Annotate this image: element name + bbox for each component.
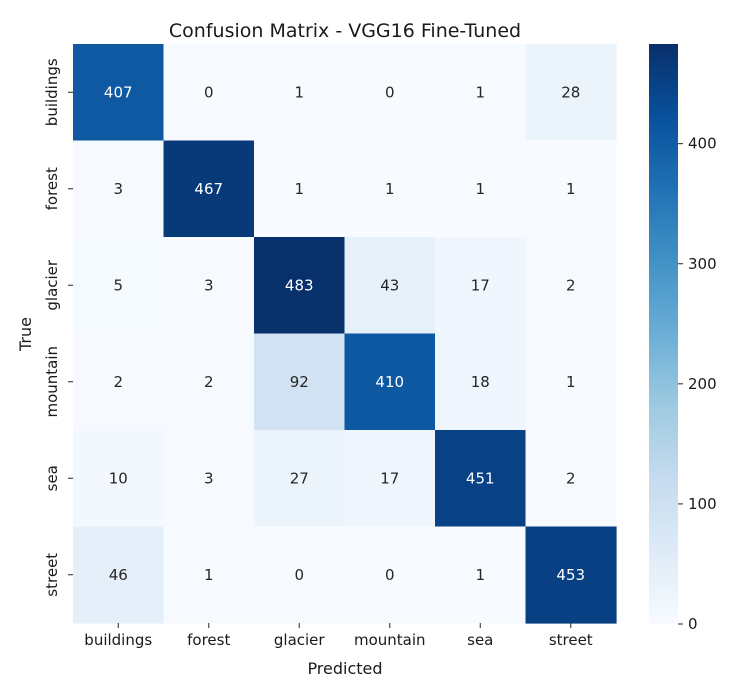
cell-glacier-mountain: [344, 237, 436, 335]
colorbar-gradient: [649, 44, 678, 624]
cell-mountain-forest: [163, 333, 255, 431]
colorbar-tick-400: 400: [688, 135, 717, 153]
cell-value-sea-street: 2: [566, 469, 576, 487]
cell-value-street-street: 453: [556, 566, 585, 584]
cell-sea-forest: [163, 430, 255, 528]
cell-sea-street: [525, 430, 617, 528]
cell-value-sea-glacier: 27: [290, 469, 309, 487]
cell-value-street-sea: 1: [475, 566, 485, 584]
cell-buildings-mountain: [344, 44, 436, 142]
cell-value-glacier-buildings: 5: [113, 276, 123, 294]
cell-mountain-street: [525, 333, 617, 431]
y-axis-ticks: buildings forest glacier mountain sea street: [43, 58, 73, 597]
cell-street-sea: [435, 526, 527, 624]
cell-glacier-forest: [163, 237, 255, 335]
chart-title: Confusion Matrix - VGG16 Fine-Tuned: [169, 20, 521, 42]
cell-value-buildings-glacier: 1: [294, 83, 304, 101]
cell-glacier-buildings: [73, 237, 165, 335]
cell-value-glacier-sea: 17: [471, 276, 490, 294]
x-tick-glacier: glacier: [274, 631, 326, 649]
y-tick-glacier: glacier: [43, 259, 61, 311]
cell-street-mountain: [344, 526, 436, 624]
cell-value-glacier-glacier: 483: [285, 276, 314, 294]
cell-street-street: [525, 526, 617, 624]
colorbar-tick-100: 100: [688, 495, 717, 513]
cell-value-forest-sea: 1: [475, 180, 485, 198]
cell-sea-mountain: [344, 430, 436, 528]
cell-street-forest: [163, 526, 255, 624]
cell-forest-sea: [435, 140, 527, 238]
cell-value-buildings-sea: 1: [475, 83, 485, 101]
x-tick-buildings: buildings: [84, 631, 152, 649]
cell-sea-buildings: [73, 430, 165, 528]
x-axis-ticks: buildings forest glacier mountain sea street: [84, 623, 593, 649]
colorbar-tick-0: 0: [688, 615, 698, 633]
cell-value-buildings-buildings: 407: [104, 83, 133, 101]
y-tick-street: street: [43, 553, 61, 597]
cell-forest-mountain: [344, 140, 436, 238]
cell-value-street-forest: 1: [204, 566, 214, 584]
cell-forest-glacier: [254, 140, 346, 238]
cell-sea-glacier: [254, 430, 346, 528]
cell-buildings-glacier: [254, 44, 346, 142]
cell-street-glacier: [254, 526, 346, 624]
cell-value-mountain-forest: 2: [204, 373, 214, 391]
colorbar: 0 100 200 300 400: [649, 44, 717, 633]
x-axis-label: Predicted: [307, 659, 382, 678]
cell-value-mountain-sea: 18: [471, 373, 490, 391]
cell-buildings-street: [525, 44, 617, 142]
cell-value-mountain-buildings: 2: [113, 373, 123, 391]
colorbar-ticks: 0 100 200 300 400: [678, 135, 717, 633]
y-tick-sea: sea: [43, 465, 61, 491]
cell-value-street-glacier: 0: [294, 566, 304, 584]
x-tick-mountain: mountain: [354, 631, 426, 649]
cell-value-mountain-glacier: 92: [290, 373, 309, 391]
cell-value-buildings-street: 28: [561, 83, 580, 101]
cell-value-glacier-mountain: 43: [380, 276, 399, 294]
cell-buildings-forest: [163, 44, 255, 142]
cell-glacier-sea: [435, 237, 527, 335]
cell-forest-street: [525, 140, 617, 238]
cell-value-forest-forest: 467: [194, 180, 223, 198]
cell-glacier-street: [525, 237, 617, 335]
cell-buildings-sea: [435, 44, 527, 142]
cell-mountain-sea: [435, 333, 527, 431]
y-axis-label: True: [16, 317, 35, 352]
cell-value-buildings-mountain: 0: [385, 83, 395, 101]
cell-value-sea-mountain: 17: [380, 469, 399, 487]
cell-value-sea-forest: 3: [204, 469, 214, 487]
y-tick-mountain: mountain: [43, 346, 61, 418]
cell-value-mountain-street: 1: [566, 373, 576, 391]
cell-value-forest-street: 1: [566, 180, 576, 198]
cell-mountain-glacier: [254, 333, 346, 431]
cell-sea-sea: [435, 430, 527, 528]
cell-value-sea-buildings: 10: [109, 469, 128, 487]
x-tick-forest: forest: [187, 631, 230, 649]
heatmap-cells: 407 0 1 0 1 283 467 1 1 1 15 3 483 43 17 22 2 92 410 18 110 3…: [73, 44, 617, 624]
colorbar-tick-200: 200: [688, 375, 717, 393]
y-tick-forest: forest: [43, 167, 61, 210]
cell-street-buildings: [73, 526, 165, 624]
colorbar-tick-300: 300: [688, 255, 717, 273]
cell-forest-buildings: [73, 140, 165, 238]
y-tick-buildings: buildings: [43, 58, 61, 126]
cell-value-buildings-forest: 0: [204, 83, 214, 101]
cell-value-forest-glacier: 1: [294, 180, 304, 198]
cell-buildings-buildings: [73, 44, 165, 142]
cell-value-street-mountain: 0: [385, 566, 395, 584]
cell-value-glacier-street: 2: [566, 276, 576, 294]
cell-value-glacier-forest: 3: [204, 276, 214, 294]
cell-mountain-mountain: [344, 333, 436, 431]
x-tick-street: street: [549, 631, 593, 649]
cell-value-forest-mountain: 1: [385, 180, 395, 198]
cell-value-street-buildings: 46: [109, 566, 128, 584]
x-tick-sea: sea: [467, 631, 493, 649]
cell-forest-forest: [163, 140, 255, 238]
cell-mountain-buildings: [73, 333, 165, 431]
cell-glacier-glacier: [254, 237, 346, 335]
cell-value-sea-sea: 451: [466, 469, 495, 487]
cell-value-mountain-mountain: 410: [375, 373, 404, 391]
cell-value-forest-buildings: 3: [113, 180, 123, 198]
